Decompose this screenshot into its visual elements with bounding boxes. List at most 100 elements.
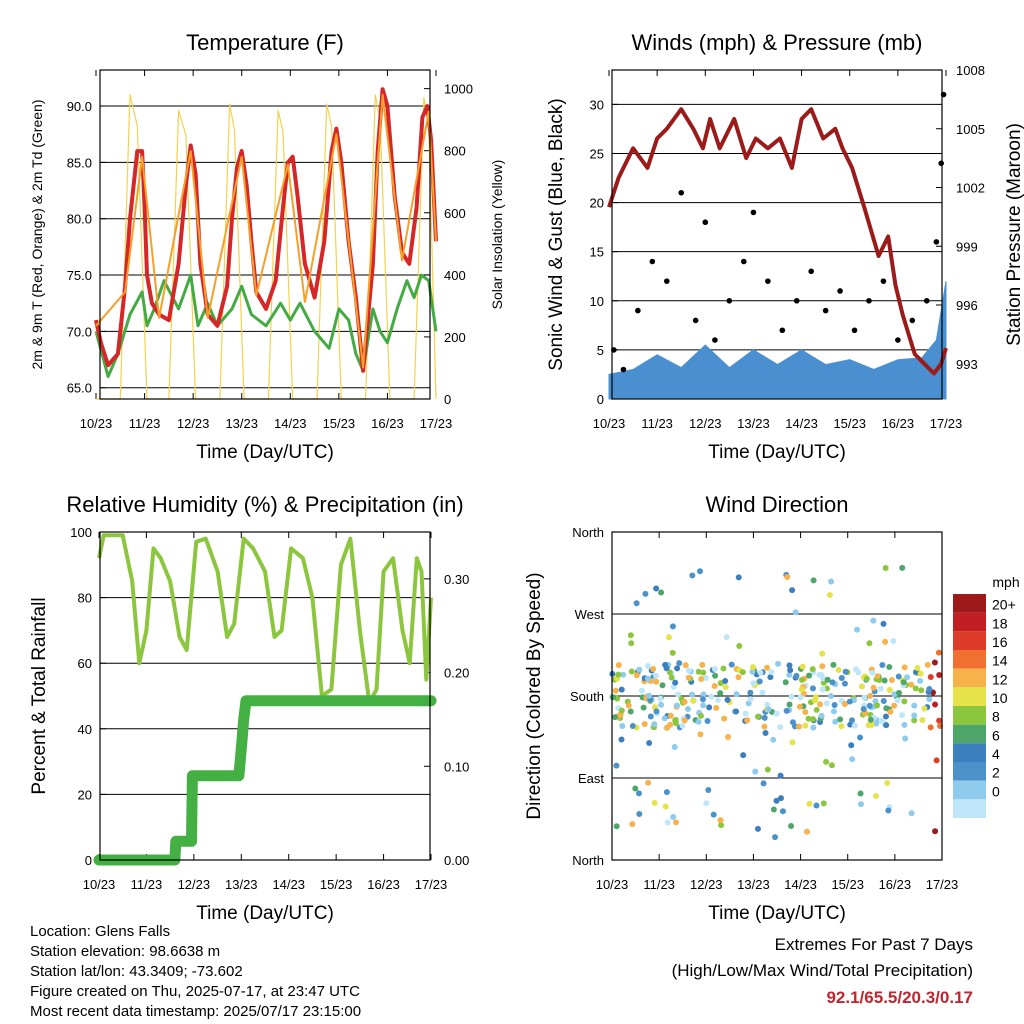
footer-elevation: Station elevation: 98.6638 m [30,943,221,960]
direction-point [935,649,942,656]
direction-point [933,757,940,764]
direction-point [872,792,879,799]
direction-point [812,694,819,701]
direction-point [761,714,768,721]
direction-point [646,739,653,746]
panel3-xtick-label: 11/23 [131,877,163,892]
direction-point [886,686,893,693]
gust-point [837,288,843,294]
direction-point [900,679,907,686]
direction-point [914,664,921,671]
direction-point [710,811,717,818]
direction-point [629,821,636,828]
direction-point [735,674,742,681]
panel4-ytick-label: West [575,607,605,622]
panel3-xtick-label: 13/23 [225,877,258,892]
direction-point [819,686,826,693]
direction-point [689,691,696,698]
direction-point [706,704,713,711]
direction-point [733,691,740,698]
direction-point [697,712,704,719]
direction-point [759,689,766,696]
direction-point [788,822,795,829]
direction-point [627,708,634,715]
pressure-line [607,107,948,376]
panel2-ytick-label: 25 [590,146,604,161]
panel1-frame [99,69,431,400]
panel2-ytick-label: 20 [590,196,604,211]
direction-point [627,632,634,639]
direction-point [927,673,934,680]
direction-point [820,675,827,682]
direction-point [699,661,706,668]
direction-point [740,752,747,759]
direction-point [653,672,660,679]
direction-point [612,714,619,721]
panel2-xtick-label: 16/23 [882,416,915,431]
direction-point [682,662,689,669]
direction-point [669,623,676,630]
direction-point [830,708,837,715]
direction-point [767,674,774,681]
direction-point [832,718,839,725]
panel3-title: Relative Humidity (%) & Precipitation (i… [66,492,463,517]
direction-point [809,685,816,692]
panel1-xtick-label: 16/23 [371,416,404,431]
gust-point [620,366,627,373]
direction-point [823,700,830,707]
direction-point [883,722,890,729]
direction-point [665,634,672,641]
direction-point [842,668,849,675]
extremes-title: Extremes For Past 7 Days [774,935,973,954]
panel2-frame [611,69,943,400]
direction-point [882,565,889,572]
direction-point [714,697,721,704]
direction-point [795,723,802,730]
panel2-ytick-label: 5 [597,343,604,358]
direction-point [658,701,665,708]
direction-point [895,673,902,680]
direction-point [672,819,679,826]
direction-point [647,713,654,720]
direction-point [828,578,835,585]
footer-recent: Most recent data timestamp: 2025/07/17 2… [30,1003,362,1020]
direction-point [804,828,811,835]
gust-point [702,219,709,226]
gust-point [635,307,641,314]
direction-point [899,712,906,719]
direction-point [851,722,858,729]
direction-point [702,675,709,682]
panel3-xlabel: Time (Day/UTC) [196,903,334,924]
direction-point [824,676,831,683]
direction-point [700,691,707,698]
direction-point [793,672,800,679]
direction-point [912,685,919,692]
panel3-xtick-label: 16/23 [367,877,400,892]
direction-point [762,730,769,737]
panel4-xtick-label: 10/23 [596,877,629,892]
direction-point [739,669,746,676]
panel1-xtick-label: 12/23 [177,416,210,431]
direction-point [823,758,830,765]
panel1-ytick-right-label: 400 [444,268,466,283]
direction-point [936,717,943,724]
gust-point [692,317,699,324]
direction-point [644,663,651,670]
direction-point [736,642,743,649]
panel4-xtick-label: 12/23 [690,877,723,892]
direction-point [936,672,943,679]
direction-point [837,716,844,723]
direction-point [798,676,805,683]
direction-point [901,721,908,728]
direction-point [882,638,889,645]
direction-point [857,790,864,797]
direction-point [645,779,652,786]
direction-point [884,780,891,787]
direction-point [663,665,670,672]
direction-point [838,723,845,730]
direction-point [747,696,754,703]
direction-point [632,785,639,792]
direction-point [723,634,730,641]
colorbar-title: mph [992,574,1019,590]
panel1-xtick-label: 13/23 [225,416,258,431]
